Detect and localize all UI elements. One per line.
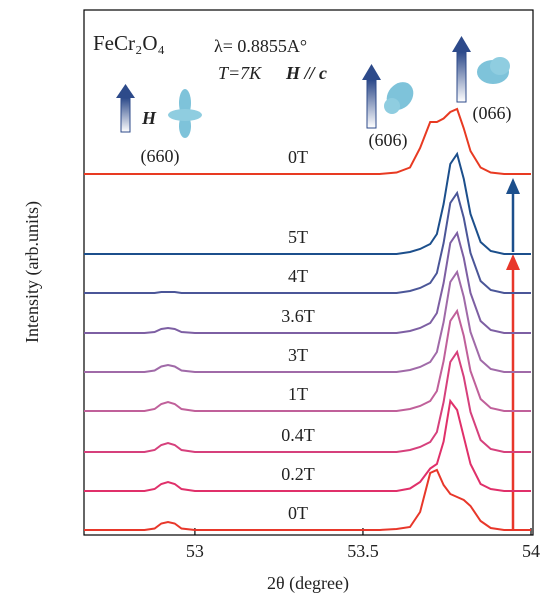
series-line (84, 398, 531, 492)
icons (116, 36, 520, 531)
series-line (84, 107, 531, 175)
series-label: 0.2T (281, 464, 315, 484)
series-label: 5T (288, 227, 308, 247)
annotation: FeCr₂O₄ (93, 31, 165, 55)
annotation: (660) (141, 146, 180, 167)
annotation: H (141, 108, 157, 128)
series-label: 3T (288, 345, 308, 365)
x-tick-label: 53 (186, 541, 204, 561)
series-line (84, 190, 531, 294)
annotation: (066) (473, 103, 512, 124)
annotation: H // c (285, 63, 327, 83)
series-label: 4T (288, 266, 308, 286)
series-line (84, 230, 531, 334)
x-tick-label: 54 (522, 541, 540, 561)
x-axis-label: 2θ (degree) (267, 573, 349, 594)
annotation: λ= 0.8855A° (214, 36, 307, 56)
series-line (84, 349, 531, 453)
series-line (84, 308, 531, 412)
plot-frame (83, 9, 534, 536)
series-label: 0.4T (281, 425, 315, 445)
series-label: 0T (288, 147, 308, 167)
series-label: 3.6T (281, 306, 315, 326)
x-tick-label: 53.5 (347, 541, 379, 561)
y-axis-label: Intensity (arb.units) (22, 201, 43, 343)
series-label: 1T (288, 384, 308, 404)
annotation: (606) (369, 130, 408, 151)
series-line (84, 269, 531, 373)
series-line (84, 468, 531, 531)
annotation: T=7K (218, 63, 262, 83)
series-line (84, 151, 531, 255)
series-label: 0T (288, 503, 308, 523)
